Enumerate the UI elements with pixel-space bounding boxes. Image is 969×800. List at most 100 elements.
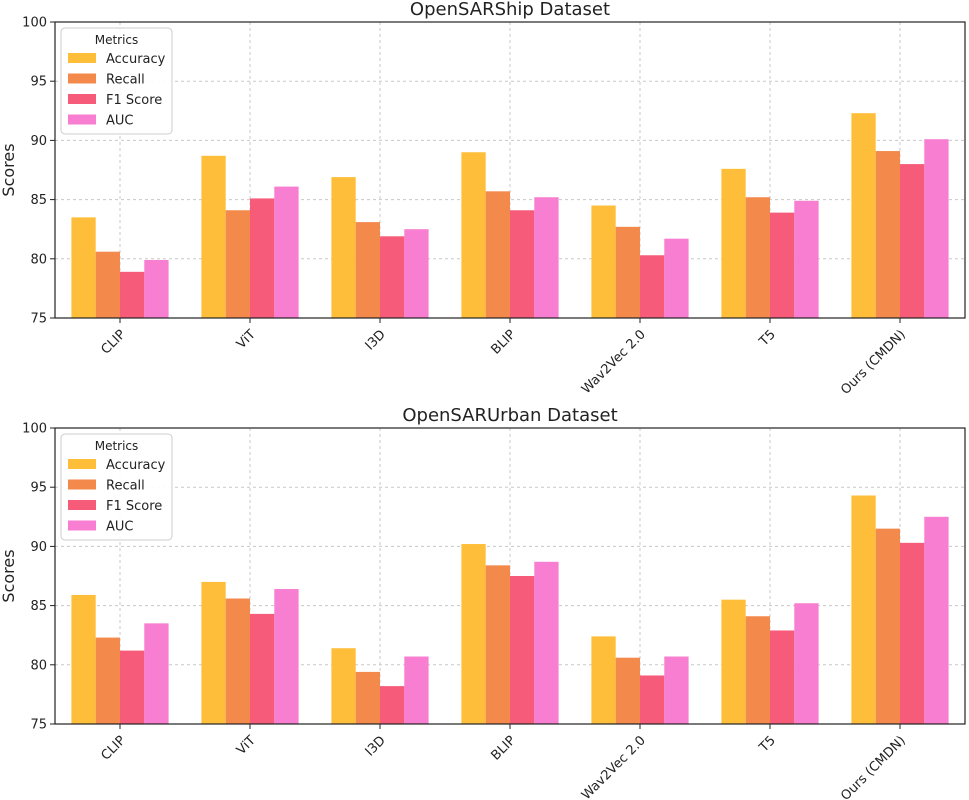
bar-f1-score-i3d <box>380 686 405 724</box>
x-tick-label-wav2vec-2-0: Wav2Vec 2.0 <box>579 327 649 397</box>
y-tick-label: 85 <box>30 599 47 614</box>
legend-label-recall: Recall <box>106 479 145 494</box>
bar-f1-score-clip <box>120 271 145 318</box>
x-tick-label-t5: T5 <box>756 733 779 756</box>
legend-label-f1-score: F1 Score <box>106 499 162 514</box>
legend-label-f1-score: F1 Score <box>106 93 162 108</box>
bar-f1-score-blip <box>510 576 535 724</box>
bar-auc-clip <box>144 623 169 724</box>
bar-auc-blip <box>534 561 559 724</box>
y-tick-label: 100 <box>22 16 47 31</box>
x-tick-label-ours-cmdn: Ours (CMDN) <box>838 327 909 398</box>
chart-panel-2: OpenSARUrban Dataset 75 80 85 90 95 100 Scores C… <box>0 405 966 800</box>
bar-accuracy-i3d <box>331 648 356 724</box>
legend-label-recall: Recall <box>106 73 145 88</box>
chart-title: OpenSARShip Dataset <box>410 0 610 20</box>
bar-recall-vit <box>225 210 250 318</box>
legend-swatch-f1-score <box>68 500 96 510</box>
x-tick-label-clip: CLIP <box>98 327 129 358</box>
x-tick-label-clip: CLIP <box>98 733 129 764</box>
bar-auc-ours-cmdn <box>924 516 949 724</box>
y-axis-label: Scores <box>0 143 18 196</box>
bar-auc-t5 <box>794 603 819 724</box>
legend: Metrics Accuracy Recall F1 Score AUC <box>60 27 173 135</box>
bar-accuracy-vit <box>201 155 226 318</box>
bar-accuracy-i3d <box>331 177 356 318</box>
bar-recall-i3d <box>355 222 380 318</box>
bar-accuracy-wav2vec-2-0 <box>591 205 616 318</box>
legend-swatch-auc <box>68 520 96 531</box>
x-tick-label-i3d: I3D <box>363 327 389 353</box>
bar-f1-score-vit <box>250 198 275 318</box>
bar-recall-blip <box>485 191 510 318</box>
bar-auc-wav2vec-2-0 <box>664 656 689 724</box>
bar-recall-ours-cmdn <box>875 528 900 724</box>
legend-swatch-recall <box>68 73 96 84</box>
chart-panel-1: OpenSARShip Dataset 75 80 85 90 95 100 Scores CL… <box>0 0 966 398</box>
bar-f1-score-blip <box>510 210 535 318</box>
chart-title: OpenSARUrban Dataset <box>402 405 617 426</box>
bar-accuracy-t5 <box>721 599 746 724</box>
bar-auc-clip <box>144 259 169 318</box>
bar-recall-wav2vec-2-0 <box>615 657 640 724</box>
bar-f1-score-ours-cmdn <box>900 164 925 318</box>
x-tick-label-blip: BLIP <box>489 327 519 357</box>
y-tick-label: 95 <box>30 481 47 496</box>
y-tick-label: 95 <box>30 75 47 90</box>
bar-f1-score-wav2vec-2-0 <box>640 675 665 724</box>
y-tick-label: 80 <box>30 252 47 267</box>
bar-auc-t5 <box>794 200 819 318</box>
bar-auc-i3d <box>404 656 429 724</box>
y-tick-label: 80 <box>30 658 47 673</box>
bar-recall-ours-cmdn <box>875 151 900 318</box>
legend-label-accuracy: Accuracy <box>106 458 166 473</box>
legend: Metrics Accuracy Recall F1 Score AUC <box>60 433 173 541</box>
bar-auc-wav2vec-2-0 <box>664 238 689 318</box>
bar-accuracy-clip <box>71 594 96 724</box>
bar-f1-score-ours-cmdn <box>900 542 925 724</box>
bar-accuracy-blip <box>461 544 486 724</box>
bar-f1-score-vit <box>250 613 275 724</box>
legend-label-accuracy: Accuracy <box>106 52 166 67</box>
x-tick-label-blip: BLIP <box>489 733 519 763</box>
bar-accuracy-wav2vec-2-0 <box>591 636 616 724</box>
bar-recall-wav2vec-2-0 <box>615 226 640 318</box>
bar-auc-ours-cmdn <box>924 139 949 318</box>
bar-f1-score-wav2vec-2-0 <box>640 255 665 318</box>
y-tick-label: 90 <box>30 134 47 149</box>
legend-title: Metrics <box>95 33 139 47</box>
legend-swatch-accuracy <box>68 459 96 469</box>
y-axis-label: Scores <box>0 549 18 602</box>
bar-recall-i3d <box>355 671 380 724</box>
y-tick-label: 90 <box>30 540 47 555</box>
legend-title: Metrics <box>95 439 139 453</box>
x-tick-label-ours-cmdn: Ours (CMDN) <box>838 733 909 800</box>
bar-recall-t5 <box>745 197 770 318</box>
bar-recall-t5 <box>745 616 770 724</box>
legend-swatch-f1-score <box>68 94 96 104</box>
bar-accuracy-t5 <box>721 168 746 318</box>
bar-f1-score-t5 <box>770 630 795 724</box>
x-tick-label-vit: ViT <box>234 733 259 758</box>
bar-accuracy-ours-cmdn <box>851 113 876 318</box>
bar-auc-vit <box>274 186 299 318</box>
bar-f1-score-i3d <box>380 236 405 318</box>
bar-recall-vit <box>225 598 250 724</box>
y-tick-label: 75 <box>30 312 47 327</box>
x-tick-label-t5: T5 <box>756 327 779 350</box>
bar-recall-clip <box>95 251 120 318</box>
y-tick-label: 75 <box>30 718 47 733</box>
legend-swatch-auc <box>68 114 96 125</box>
y-tick-label: 100 <box>22 422 47 437</box>
bar-accuracy-ours-cmdn <box>851 495 876 724</box>
legend-swatch-recall <box>68 479 96 490</box>
bar-recall-clip <box>95 637 120 724</box>
bar-auc-i3d <box>404 229 429 318</box>
bar-recall-blip <box>485 565 510 724</box>
bar-auc-vit <box>274 589 299 724</box>
x-tick-label-wav2vec-2-0: Wav2Vec 2.0 <box>579 733 649 800</box>
bar-f1-score-clip <box>120 650 145 724</box>
legend-swatch-accuracy <box>68 53 96 63</box>
bar-accuracy-blip <box>461 152 486 318</box>
